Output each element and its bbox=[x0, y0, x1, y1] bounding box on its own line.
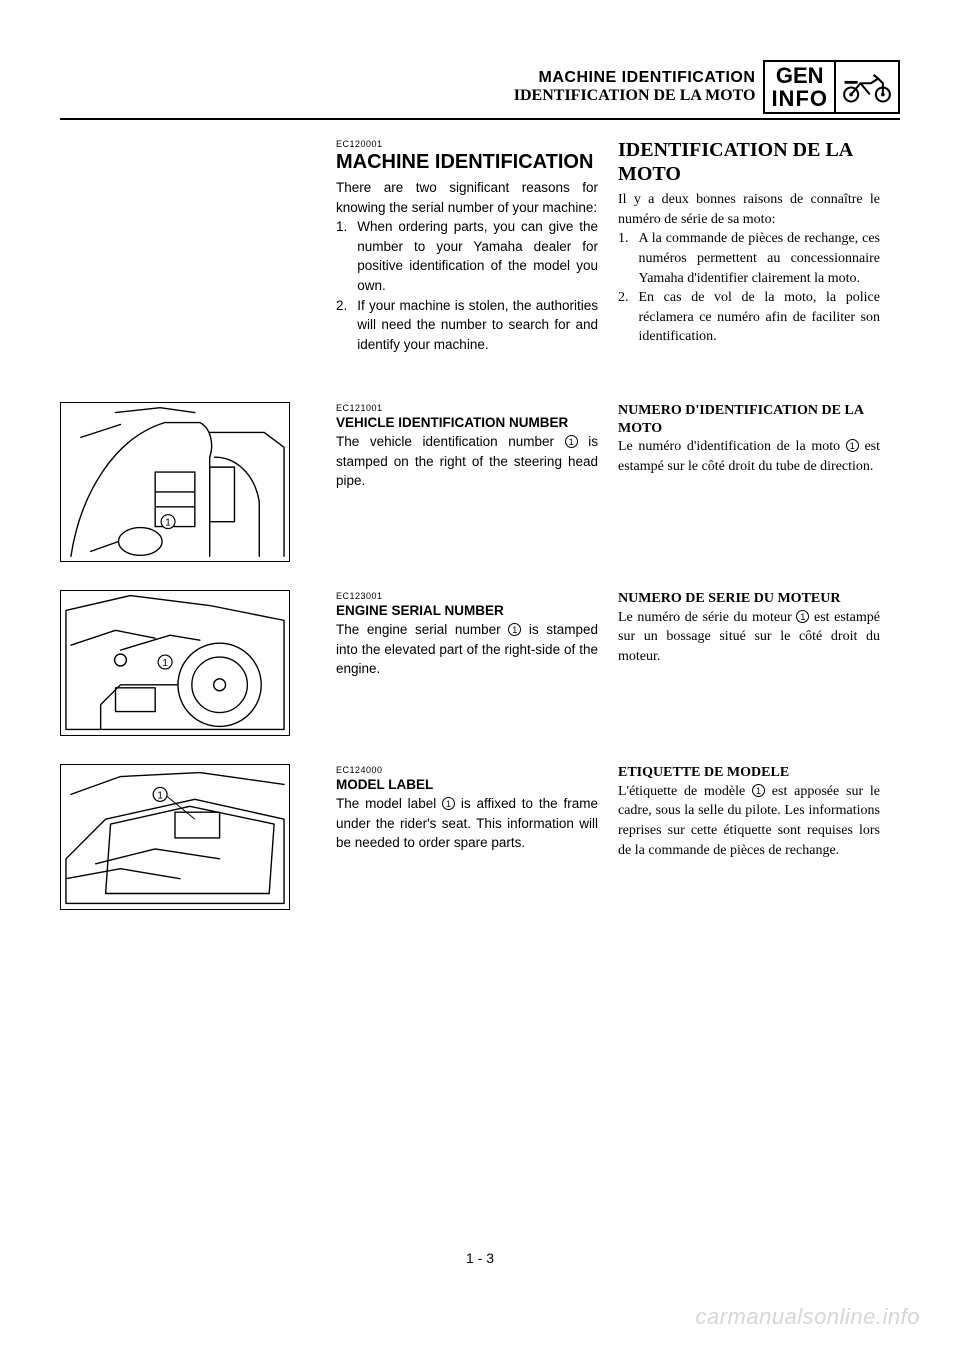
section-2-en: EC121001 VEHICLE IDENTIFICATION NUMBER T… bbox=[336, 402, 598, 562]
circled-one-icon: 1 bbox=[508, 623, 521, 636]
ec-code: EC123001 bbox=[336, 590, 598, 603]
ec-code: EC124000 bbox=[336, 764, 598, 777]
header-title-en: MACHINE IDENTIFICATION bbox=[514, 69, 756, 87]
svg-text:1: 1 bbox=[157, 791, 163, 802]
body-en: The model label 1 is affixed to the fram… bbox=[336, 794, 598, 853]
subheading-fr: NUMERO DE SERIE DU MOTEUR bbox=[618, 590, 880, 608]
section-1-en: EC120001 MACHINE IDENTIFICATION There ar… bbox=[336, 138, 598, 354]
list-item: 1.A la commande de pièces de rechange, c… bbox=[618, 229, 880, 288]
heading-en: MACHINE IDENTIFICATION bbox=[336, 151, 598, 174]
subheading-fr: ETIQUETTE DE MODELE bbox=[618, 764, 880, 782]
section-badge: GEN INFO bbox=[763, 60, 900, 114]
section-2-fr: NUMERO D'IDENTIFICATION DE LA MOTO Le nu… bbox=[618, 402, 880, 562]
badge-gen: GEN bbox=[771, 64, 828, 87]
figure-label: 1 bbox=[60, 764, 316, 910]
body-en: The vehicle identification number 1 is s… bbox=[336, 432, 598, 491]
spacer bbox=[60, 562, 880, 590]
heading-fr: IDENTIFICATION DE LA MOTO bbox=[618, 138, 880, 186]
body-fr: L'étiquette de modèle 1 est apposée sur … bbox=[618, 782, 880, 860]
figure-slot-1 bbox=[60, 138, 316, 354]
svg-text:1: 1 bbox=[162, 658, 168, 669]
body-fr: Il y a deux bonnes raisons de connaître … bbox=[618, 190, 880, 229]
list-item: 2.En cas de vol de la moto, la police ré… bbox=[618, 288, 880, 347]
list-fr: 1.A la commande de pièces de rechange, c… bbox=[618, 229, 880, 347]
figure-frame: 1 bbox=[60, 590, 290, 736]
header-title-fr: IDENTIFICATION DE LA MOTO bbox=[514, 87, 756, 105]
watermark: carmanualsonline.info bbox=[695, 1304, 920, 1330]
svg-text:1: 1 bbox=[165, 518, 171, 529]
page: MACHINE IDENTIFICATION IDENTIFICATION DE… bbox=[0, 0, 960, 910]
circled-one-icon: 1 bbox=[796, 610, 809, 623]
circled-one-icon: 1 bbox=[565, 435, 578, 448]
list-item: 1.When ordering parts, you can give the … bbox=[336, 217, 598, 295]
figure-vin: 1 bbox=[60, 402, 316, 562]
subheading-en: VEHICLE IDENTIFICATION NUMBER bbox=[336, 415, 598, 432]
ec-code: EC121001 bbox=[336, 402, 598, 415]
section-4-fr: ETIQUETTE DE MODELE L'étiquette de modèl… bbox=[618, 764, 880, 910]
figure-engine: 1 bbox=[60, 590, 316, 736]
section-3-fr: NUMERO DE SERIE DU MOTEUR Le numéro de s… bbox=[618, 590, 880, 736]
body-en: The engine serial number 1 is stamped in… bbox=[336, 620, 598, 679]
body-en: There are two significant reasons for kn… bbox=[336, 178, 598, 217]
badge-text: GEN INFO bbox=[765, 62, 836, 112]
subheading-en: MODEL LABEL bbox=[336, 777, 598, 794]
figure-frame: 1 bbox=[60, 764, 290, 910]
subheading-fr: NUMERO D'IDENTIFICATION DE LA MOTO bbox=[618, 402, 880, 437]
content-grid: EC120001 MACHINE IDENTIFICATION There ar… bbox=[60, 138, 900, 910]
section-1-fr: IDENTIFICATION DE LA MOTO Il y a deux bo… bbox=[618, 138, 880, 354]
spacer bbox=[60, 736, 880, 764]
subheading-en: ENGINE SERIAL NUMBER bbox=[336, 603, 598, 620]
circled-one-icon: 1 bbox=[442, 797, 455, 810]
header-rule bbox=[60, 118, 900, 120]
section-3-en: EC123001 ENGINE SERIAL NUMBER The engine… bbox=[336, 590, 598, 736]
body-fr: Le numéro d'identification de la moto 1 … bbox=[618, 437, 880, 476]
circled-one-icon: 1 bbox=[752, 784, 765, 797]
circled-one-icon: 1 bbox=[846, 439, 859, 452]
page-number: 1 - 3 bbox=[0, 1250, 960, 1266]
badge-info: INFO bbox=[771, 87, 828, 110]
list-item: 2.If your machine is stolen, the authori… bbox=[336, 296, 598, 355]
figure-frame: 1 bbox=[60, 402, 290, 562]
ec-code: EC120001 bbox=[336, 138, 598, 151]
section-4-en: EC124000 MODEL LABEL The model label 1 i… bbox=[336, 764, 598, 910]
header-titles: MACHINE IDENTIFICATION IDENTIFICATION DE… bbox=[514, 69, 756, 105]
body-fr: Le numéro de série du moteur 1 est estam… bbox=[618, 608, 880, 667]
list-en: 1.When ordering parts, you can give the … bbox=[336, 217, 598, 354]
page-header: MACHINE IDENTIFICATION IDENTIFICATION DE… bbox=[60, 60, 900, 114]
spacer bbox=[60, 354, 880, 402]
motorcycle-icon bbox=[836, 62, 898, 112]
